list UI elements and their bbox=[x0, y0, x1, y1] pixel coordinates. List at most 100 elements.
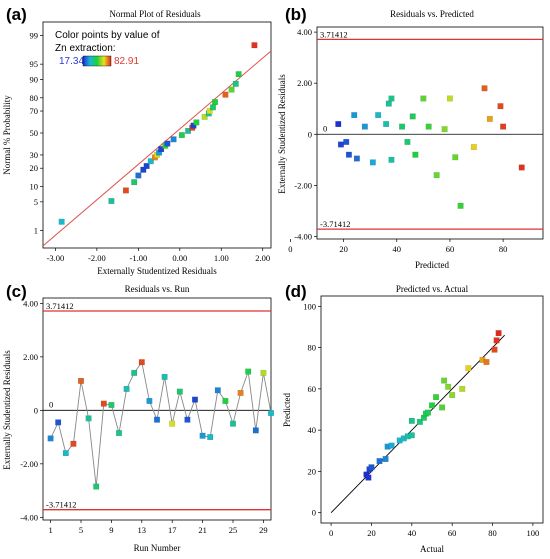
panel-d-point bbox=[483, 359, 490, 365]
panel-c-point bbox=[214, 387, 221, 394]
panel-b-point bbox=[500, 123, 507, 130]
panel-b-ylabel: Externally Studentized Residuals bbox=[277, 74, 287, 194]
panel-b-point bbox=[518, 164, 525, 171]
panel-b-point bbox=[425, 123, 432, 130]
panel-b-point bbox=[433, 172, 440, 179]
panel-d-xtick-label: 100 bbox=[527, 528, 540, 538]
panel-c-point bbox=[245, 368, 252, 375]
panel-b-point bbox=[361, 123, 368, 130]
panel-c-point bbox=[85, 415, 92, 422]
panel-c-point bbox=[55, 419, 62, 426]
panel-b-point bbox=[486, 116, 493, 122]
panel-a-ytick-label: 1 bbox=[34, 225, 38, 235]
panel-a-point bbox=[164, 140, 171, 147]
panel-b: (b) Residuals vs. Predicted 0 20 40 60 80 -4.… bbox=[277, 5, 544, 270]
panel-d-ytick-label: 20 bbox=[308, 466, 317, 476]
panel-a-point bbox=[222, 91, 229, 98]
panel-a-point bbox=[131, 179, 138, 186]
panel-d-point bbox=[433, 394, 439, 401]
panel-a-ytick-label: 5 bbox=[34, 197, 38, 207]
panel-b-xtick-label: 80 bbox=[499, 244, 508, 254]
panel-a-point bbox=[193, 119, 200, 126]
panel-b-point bbox=[457, 202, 464, 209]
panel-d-ytick-label: 0 bbox=[312, 508, 316, 518]
panel-d-xtick-label: 80 bbox=[488, 528, 497, 538]
panel-b-ytick-label: -4.00 bbox=[294, 231, 312, 241]
panel-b-xlabel: Predicted bbox=[415, 260, 449, 270]
panel-c-xtick-label: 17 bbox=[168, 525, 177, 535]
panel-a-xtick-label: 0.00 bbox=[172, 253, 187, 263]
panel-c-point bbox=[184, 416, 191, 423]
panel-d-ytick-label: 100 bbox=[303, 301, 316, 311]
panel-b-point bbox=[351, 112, 358, 119]
panel-a-ytick-label: 80 bbox=[30, 93, 39, 103]
panel-d-plot-frame bbox=[320, 295, 544, 524]
panel-c-point bbox=[146, 398, 153, 404]
panel-b-ytick-label: -2.00 bbox=[294, 180, 312, 190]
panel-a-xtick-label: -1.00 bbox=[129, 253, 147, 263]
panel-a-point bbox=[58, 218, 65, 225]
panel-a-point bbox=[201, 113, 208, 120]
panel-d-point bbox=[449, 392, 456, 399]
panel-c-title: Residuals vs. Run bbox=[125, 284, 190, 294]
panel-a-ytick-label: 30 bbox=[30, 150, 39, 160]
panel-c-point bbox=[78, 377, 84, 384]
panel-a-point bbox=[228, 86, 235, 93]
panel-d-point bbox=[408, 417, 415, 424]
panel-c-ytick-label: -2.00 bbox=[20, 459, 38, 469]
panel-c-point bbox=[47, 435, 54, 442]
panel-a-point bbox=[251, 42, 258, 49]
panel-d-point bbox=[459, 385, 466, 392]
panel-b-point bbox=[399, 123, 406, 130]
panel-c-point bbox=[154, 416, 160, 423]
panel-b-point bbox=[481, 85, 488, 92]
panel-d-xtick-label: 20 bbox=[367, 528, 376, 538]
panel-b-limit-label: 3.71412 bbox=[320, 29, 348, 39]
panel-d-point bbox=[465, 365, 472, 372]
panel-a-ytick-label: 90 bbox=[30, 74, 39, 84]
panel-c-point bbox=[93, 483, 100, 490]
panel-d-point bbox=[416, 418, 423, 425]
panel-d-point bbox=[388, 442, 395, 449]
panel-c-point bbox=[222, 398, 229, 404]
panel-c-xtick-label: 1 bbox=[48, 525, 52, 535]
panel-a-point bbox=[178, 132, 185, 139]
panel-a-ytick-label: 10 bbox=[30, 182, 39, 192]
panel-c-ytick-label: -4.00 bbox=[20, 512, 38, 522]
panel-d-point bbox=[429, 402, 435, 409]
panel-a-point bbox=[212, 99, 218, 106]
panel-a-point bbox=[122, 187, 129, 194]
panel-c-point bbox=[252, 427, 259, 434]
panel-b-point bbox=[446, 95, 453, 102]
panel-c-ylabel: Externally Studentized Residuals bbox=[2, 350, 12, 470]
panel-b-limit-label: -3.71412 bbox=[320, 219, 350, 229]
panel-d-ytick-label: 40 bbox=[308, 425, 317, 435]
panel-a-plot-area: -3.00 -2.00 -1.00 0.00 1.00 2.00 1 5 10 20 30 50 70 8… bbox=[30, 31, 272, 263]
panel-a-point bbox=[108, 198, 115, 204]
panel-c-point bbox=[207, 434, 214, 441]
panel-d-label: (d) bbox=[285, 282, 307, 301]
panel-d-point bbox=[439, 404, 446, 411]
panel-c-point bbox=[176, 388, 183, 395]
panel-c-limit-label: -3.71412 bbox=[46, 500, 76, 510]
panel-c-ytick-label: 4.00 bbox=[23, 298, 38, 308]
panel-c-point bbox=[169, 420, 176, 427]
panel-b-point bbox=[345, 151, 352, 158]
panel-c-point bbox=[131, 369, 138, 376]
panel-b-zero-label: 0 bbox=[323, 123, 327, 133]
panel-d-ylabel: Predicted bbox=[282, 393, 292, 427]
panel-b-label: (b) bbox=[285, 5, 307, 24]
panel-b-point bbox=[441, 126, 448, 133]
panel-b-xtick-label: 40 bbox=[393, 244, 402, 254]
panel-b-plot-area: 0 20 40 60 80 -4.00 -2.00 0 2.00 4.00 3.71412 -3.71… bbox=[288, 27, 543, 254]
panel-b-ytick-label: 0 bbox=[308, 129, 312, 139]
panel-a-point bbox=[170, 136, 177, 143]
panel-d-point bbox=[365, 474, 372, 481]
panel-b-point bbox=[385, 100, 392, 107]
panel-b-xtick-label: 0 bbox=[288, 244, 292, 254]
panel-a-point bbox=[190, 122, 197, 129]
legend-line-2: Zn extraction: bbox=[55, 43, 116, 54]
panel-b-point bbox=[452, 154, 459, 161]
panel-a-xtick-label: -2.00 bbox=[88, 253, 106, 263]
